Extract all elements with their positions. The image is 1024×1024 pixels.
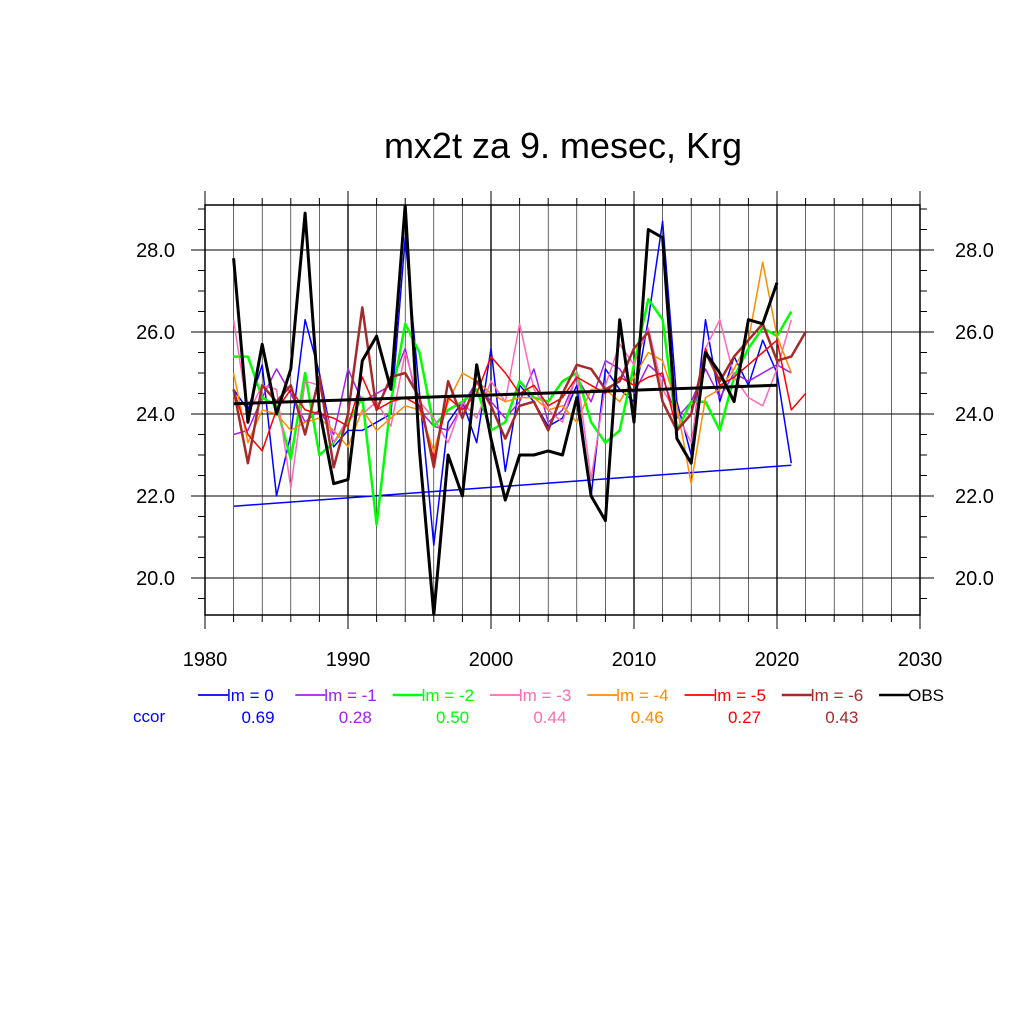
x-tick-label: 2020 xyxy=(755,649,800,671)
series-line-3 xyxy=(232,318,793,489)
y-tick-label-right: 20.0 xyxy=(955,568,994,590)
series-lines xyxy=(232,205,807,615)
legend-ccor-value: 0.27 xyxy=(728,708,761,727)
legend-entry-label: lm = -2 xyxy=(422,686,474,705)
x-tick-label: 2030 xyxy=(898,649,943,671)
legend-entry-label: lm = -1 xyxy=(324,686,376,705)
y-tick-labels: 20.0 20.0 22.0 22.0 24.0 24.0 26.0 26.0 28.0 28.0 xyxy=(136,240,994,590)
legend-ccor-value: 0.50 xyxy=(436,708,469,727)
plot-frame xyxy=(204,204,921,616)
y-tick-label-right: 26.0 xyxy=(955,322,994,344)
legend-entry-label: lm = -6 xyxy=(811,686,863,705)
trend-line-7 xyxy=(233,383,778,406)
series-line-7 xyxy=(232,205,779,615)
x-tick-label: 1980 xyxy=(183,649,228,671)
y-tick-label-right: 24.0 xyxy=(955,404,994,426)
y-tick-label-right: 28.0 xyxy=(955,240,994,262)
legend-entry-label: OBS xyxy=(908,686,944,705)
x-tick-label: 1990 xyxy=(326,649,371,671)
y-tick-label-left: 24.0 xyxy=(136,404,175,426)
ccor-label: ccor xyxy=(133,707,165,726)
series-line-6 xyxy=(232,306,807,469)
legend-entry-label: lm = -5 xyxy=(714,686,766,705)
legend-entry-label: lm = 0 xyxy=(227,686,274,705)
legend: ccor lm = 0 0.69 lm = -1 0.28 lm = -2 0.50 lm … xyxy=(133,686,944,727)
legend-ccor-value: 0.28 xyxy=(339,708,372,727)
y-tick-label-right: 22.0 xyxy=(955,486,994,508)
x-tick-label: 2010 xyxy=(612,649,657,671)
legend-entry-label: lm = -4 xyxy=(616,686,668,705)
x-tick-label: 2000 xyxy=(469,649,514,671)
y-tick-label-left: 22.0 xyxy=(136,486,175,508)
legend-ccor-value: 0.69 xyxy=(241,708,274,727)
trend-line-0 xyxy=(233,464,792,507)
y-tick-label-left: 26.0 xyxy=(136,322,175,344)
legend-ccor-value: 0.46 xyxy=(631,708,664,727)
y-tick-label-left: 28.0 xyxy=(136,240,175,262)
chart-title: mx2t za 9. mesec, Krg xyxy=(384,125,742,166)
legend-entry-label: lm = -3 xyxy=(519,686,571,705)
y-tick-label-left: 20.0 xyxy=(136,568,175,590)
axis-ticks xyxy=(191,191,934,629)
x-tick-labels: 1980 1990 2000 2010 2020 2030 xyxy=(183,649,943,671)
legend-ccor-value: 0.43 xyxy=(825,708,858,727)
legend-ccor-value: 0.44 xyxy=(533,708,566,727)
